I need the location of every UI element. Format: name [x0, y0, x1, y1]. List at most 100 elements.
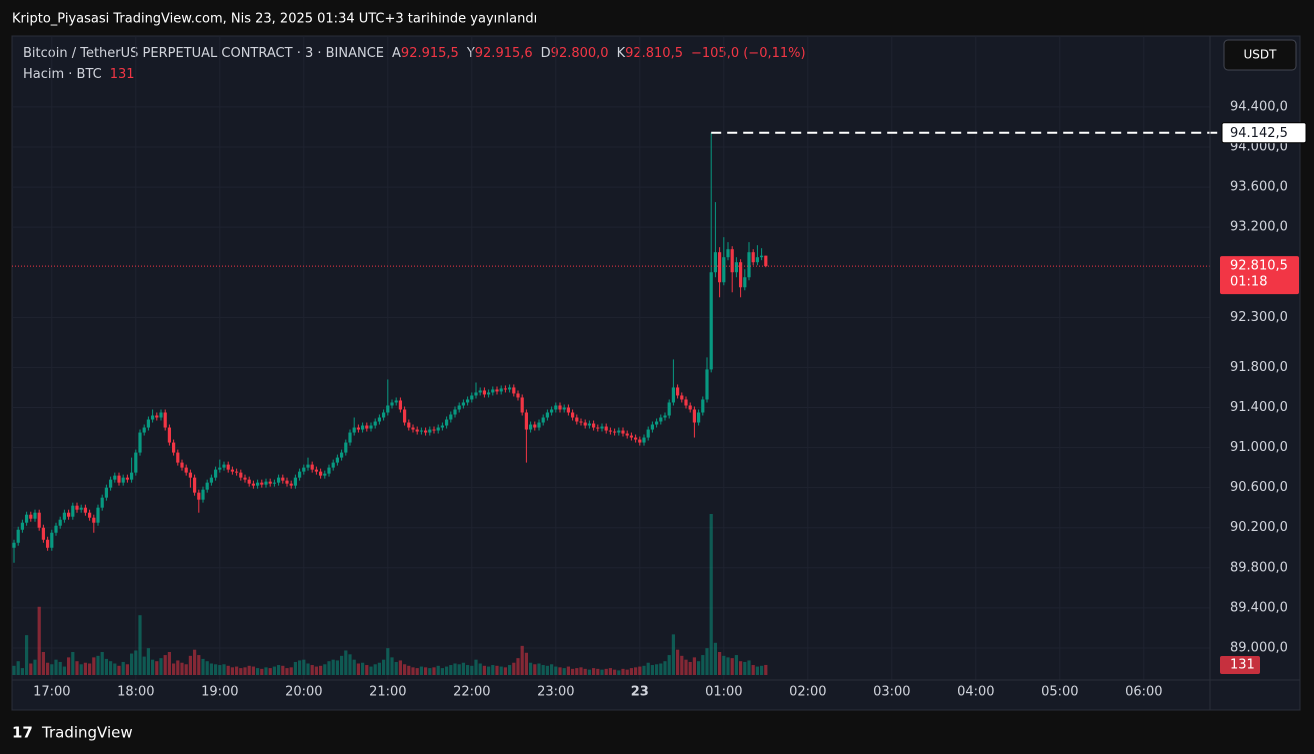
candle-body: [617, 430, 621, 433]
volume-bar: [226, 665, 230, 675]
candle-body: [151, 415, 155, 420]
candle-body: [478, 390, 482, 393]
candle-body: [25, 514, 29, 523]
candle-body: [247, 479, 251, 484]
candle-body: [470, 395, 474, 400]
y-tick-label: 94.000,0: [1230, 140, 1288, 155]
candle-body: [642, 437, 646, 443]
volume-bar: [117, 665, 121, 675]
x-tick-label: 20:00: [285, 685, 322, 700]
candle-body: [344, 442, 348, 453]
candle-body: [298, 471, 302, 478]
candle-body: [688, 405, 692, 410]
volume-label: 131: [1230, 658, 1255, 673]
volume-bar: [281, 665, 285, 675]
candle-body: [503, 388, 507, 390]
volume-bar: [310, 665, 314, 675]
candle-body: [466, 399, 470, 403]
y-tick-label: 90.200,0: [1230, 520, 1288, 535]
volume-bar: [331, 659, 335, 675]
candle-body: [701, 399, 705, 413]
volume-bar: [424, 667, 428, 675]
candle-body: [386, 405, 390, 413]
volume-bar: [373, 664, 377, 675]
candle-body: [302, 467, 306, 472]
legend-key: K: [617, 46, 626, 61]
volume-bar: [692, 657, 696, 675]
volume-bar: [306, 663, 310, 675]
candle-body: [697, 412, 701, 423]
volume-bar: [436, 665, 440, 675]
x-tick-label: 06:00: [1125, 685, 1162, 700]
countdown: 01:18: [1230, 275, 1267, 290]
volume-bar: [592, 668, 596, 675]
high-label: 94.142,5: [1230, 126, 1288, 141]
volume-bar: [92, 657, 96, 675]
candle-body: [684, 399, 688, 406]
y-tick-label: 90.600,0: [1230, 480, 1288, 495]
volume-bar: [167, 652, 171, 675]
candle-body: [180, 462, 184, 468]
volume-bar: [579, 667, 583, 675]
volume-bar: [659, 663, 663, 675]
candle-body: [197, 492, 201, 500]
candle-body: [125, 477, 129, 480]
candle-body: [201, 489, 205, 500]
candle-body: [96, 507, 100, 523]
volume-bar: [634, 667, 638, 675]
volume-bar: [20, 668, 24, 675]
volume-bar: [524, 652, 528, 675]
candle-body: [218, 467, 222, 470]
volume-bar: [251, 666, 255, 675]
volume-bar: [575, 668, 579, 675]
candle-body: [529, 424, 533, 430]
volume-bar: [432, 667, 436, 675]
volume-bar: [239, 668, 243, 675]
volume-bar: [214, 664, 218, 675]
volume-bar: [348, 654, 352, 675]
candle-body: [382, 412, 386, 418]
volume-bar: [650, 665, 654, 675]
candle-body: [104, 487, 108, 498]
x-tick-label: 03:00: [873, 685, 910, 700]
x-tick-label: 05:00: [1041, 685, 1078, 700]
candle-body: [67, 512, 71, 517]
volume-bar: [407, 665, 411, 675]
candle-body: [713, 252, 717, 273]
candle-body: [512, 387, 516, 394]
candle-body: [29, 514, 33, 519]
volume-bar: [319, 665, 323, 675]
volume-bar: [79, 664, 83, 675]
volume-bar: [159, 658, 163, 675]
volume-bar: [760, 665, 764, 675]
volume-bar: [571, 668, 575, 675]
candle-body: [533, 424, 537, 428]
volume-bar: [428, 668, 432, 675]
candle-body: [92, 517, 96, 523]
candle-body: [587, 423, 591, 426]
volume-bar: [285, 668, 289, 675]
volume-bar: [352, 659, 356, 675]
volume-bar: [751, 665, 755, 675]
x-tick-label: 22:00: [453, 685, 490, 700]
candle-body: [550, 409, 554, 413]
volume-bar: [487, 666, 491, 675]
x-tick-label: 19:00: [201, 685, 238, 700]
candle-body: [537, 422, 541, 428]
volume-bar: [398, 660, 402, 675]
candle-body: [285, 480, 289, 484]
volume-bar: [734, 655, 738, 675]
currency-button[interactable]: [1223, 39, 1297, 71]
volume-bar: [88, 663, 92, 675]
candle-body: [340, 452, 344, 458]
volume-bar: [100, 652, 104, 675]
candle-body: [671, 387, 675, 403]
candle-body: [390, 402, 394, 406]
legend-key: D: [541, 46, 551, 61]
volume-bar: [449, 665, 453, 675]
candle-body: [743, 277, 747, 288]
volume-bar: [638, 666, 642, 675]
x-tick-label: 18:00: [117, 685, 154, 700]
volume-bar: [134, 650, 138, 675]
candle-body: [293, 477, 297, 486]
